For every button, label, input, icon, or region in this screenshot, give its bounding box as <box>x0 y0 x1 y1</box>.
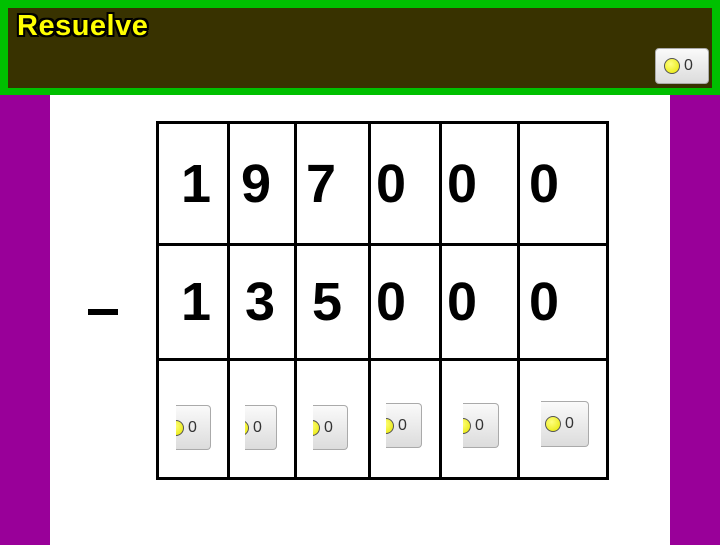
digit-cell: 0 <box>439 121 520 246</box>
answer-value: 0 <box>475 416 484 434</box>
answer-button[interactable]: 0 <box>386 403 422 448</box>
digit: 5 <box>312 272 343 332</box>
answer-button[interactable]: 0 <box>245 405 277 450</box>
digit-cell: 0 <box>368 243 442 361</box>
page-title: Resuelve <box>17 10 149 42</box>
digit-cell: 5 <box>294 243 371 361</box>
digit: 0 <box>529 153 560 214</box>
digit-cell: 7 <box>294 121 371 246</box>
digit: 9 <box>241 153 272 214</box>
digit: 7 <box>306 153 337 214</box>
answer-value: 0 <box>324 418 333 436</box>
coin-icon <box>176 419 184 436</box>
left-side-panel <box>0 95 50 545</box>
answer-cell <box>439 358 520 480</box>
digit-cell: 0 <box>517 121 609 246</box>
subtrahend-row: 1 3 5 0 0 0 <box>156 243 609 361</box>
answer-button[interactable]: 0 <box>541 401 589 447</box>
minuend-row: 1 9 7 0 0 0 <box>156 121 609 246</box>
right-side-panel <box>670 95 720 545</box>
answer-button[interactable]: 0 <box>463 403 499 448</box>
coin-icon <box>245 419 249 436</box>
answer-button[interactable]: 0 <box>176 405 211 450</box>
score-button[interactable]: 0 <box>655 48 709 84</box>
coin-icon <box>463 417 471 434</box>
digit-cell: 3 <box>227 243 297 361</box>
digit-cell: 9 <box>227 121 297 246</box>
digit-cell: 1 <box>156 121 230 246</box>
coin-icon <box>313 419 320 436</box>
answer-value: 0 <box>565 415 574 432</box>
digit: 0 <box>529 272 560 332</box>
coin-icon <box>664 58 680 74</box>
answer-cell <box>294 358 371 480</box>
digit-cell: 0 <box>517 243 609 361</box>
digit-cell: 0 <box>439 243 520 361</box>
answer-value: 0 <box>253 418 262 436</box>
digit: 0 <box>376 272 407 332</box>
answer-value: 0 <box>398 416 407 434</box>
coin-icon <box>545 416 561 432</box>
digit: 0 <box>447 272 478 332</box>
digit: 3 <box>245 272 276 332</box>
answer-row <box>156 358 609 480</box>
score-value: 0 <box>684 57 693 74</box>
answer-cell <box>156 358 230 480</box>
coin-icon <box>386 417 394 434</box>
digit: 0 <box>376 153 407 214</box>
digit: 1 <box>181 272 212 332</box>
digit-cell: 1 <box>156 243 230 361</box>
digit: 0 <box>447 153 478 214</box>
answer-value: 0 <box>188 418 197 436</box>
digit-cell: 0 <box>368 121 442 246</box>
digit: 1 <box>181 153 212 214</box>
header-bar: Resuelve <box>8 8 712 88</box>
subtraction-grid: 1 9 7 0 0 0 1 3 5 0 0 0 <box>156 121 609 480</box>
minus-sign <box>88 309 118 315</box>
answer-button[interactable]: 0 <box>313 405 348 450</box>
